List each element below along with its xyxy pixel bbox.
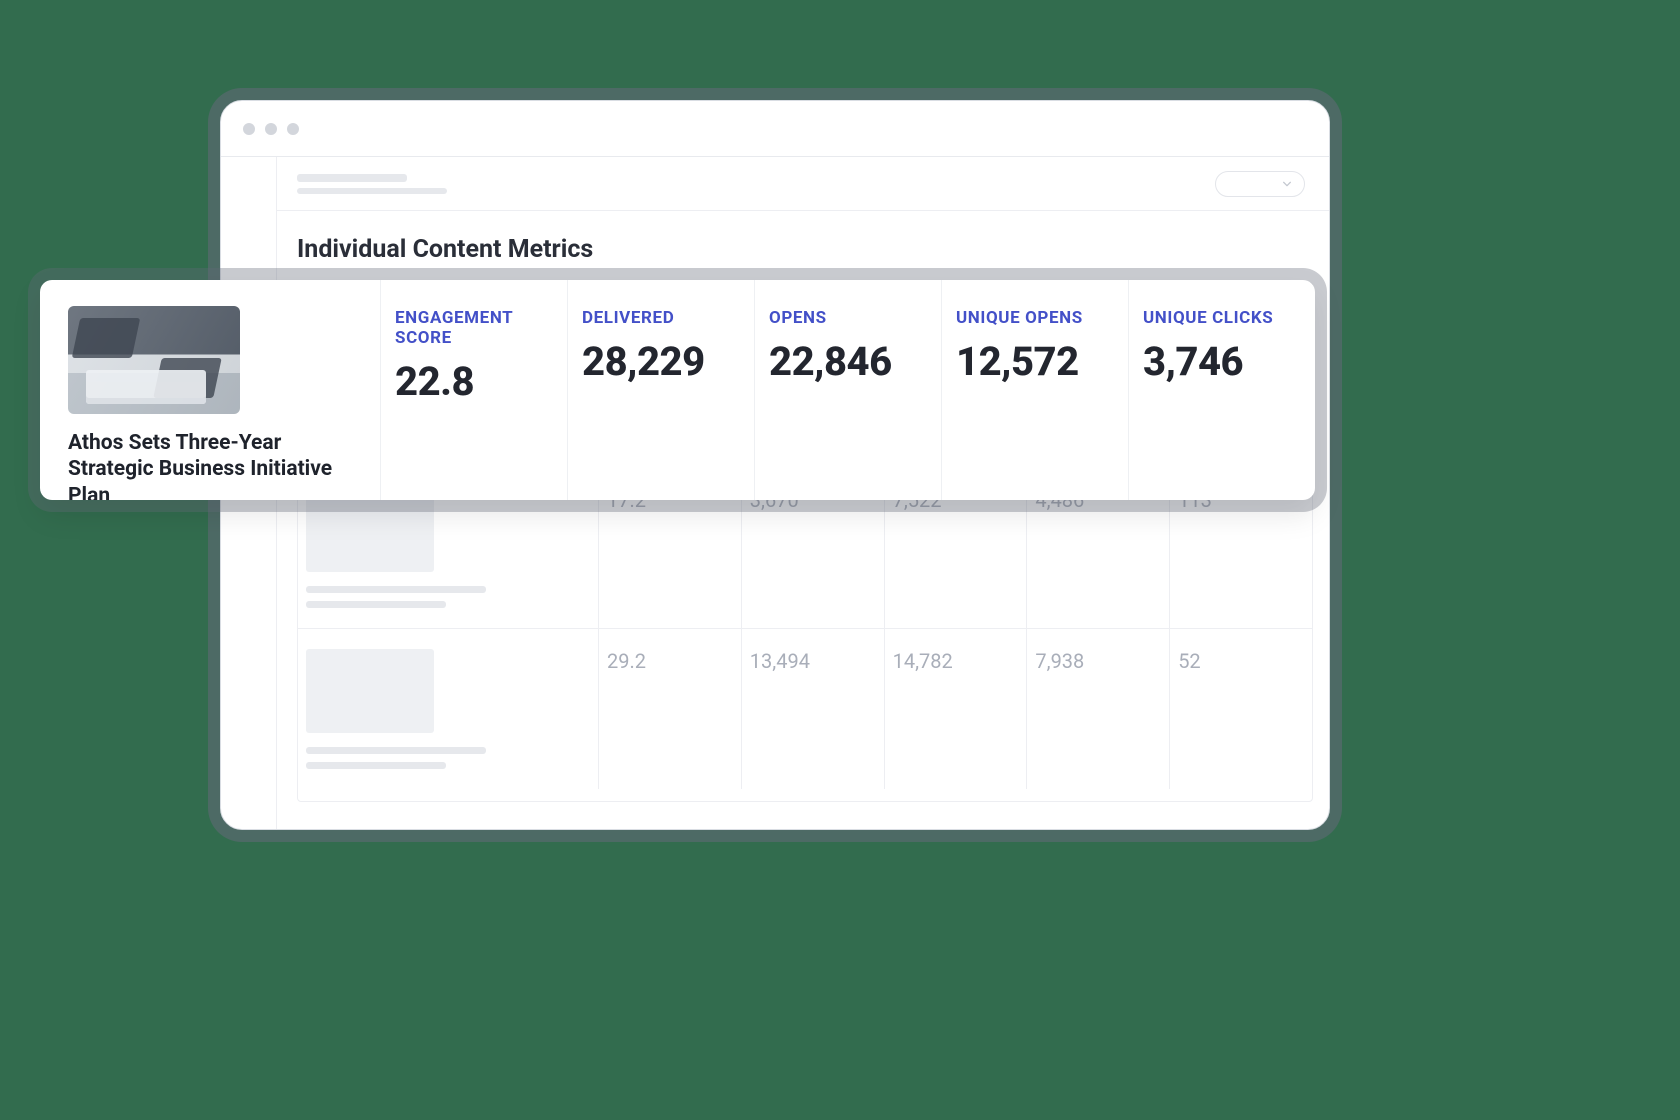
window-dot-icon[interactable] [287,123,299,135]
window-controls [243,123,299,135]
content-title: Athos Sets Three-Year Strategic Business… [68,430,356,500]
cell-unique-clicks: 52 [1169,629,1312,789]
cell-engagement-score: 29.2 [598,629,741,789]
cell-unique-opens: 7,938 [1026,629,1169,789]
content-thumbnail-cell [298,629,598,789]
metric-value: 28,229 [582,338,736,385]
chevron-down-icon [1282,179,1292,189]
metric-delivered: DELIVERED 28,229 [567,280,754,500]
metric-value: 3,746 [1143,338,1297,385]
metric-label: UNIQUE CLICKS [1143,308,1297,328]
metric-value: 22.8 [395,358,549,405]
breadcrumb [297,174,447,194]
skeleton-line [306,762,446,769]
skeleton-line [306,747,486,754]
metric-label: UNIQUE OPENS [956,308,1110,328]
window-dot-icon[interactable] [265,123,277,135]
skeleton-line [306,586,486,593]
cell-delivered: 13,494 [741,629,884,789]
metric-unique-opens: UNIQUE OPENS 12,572 [941,280,1128,500]
metric-opens: OPENS 22,846 [754,280,941,500]
table-row[interactable]: 29.2 13,494 14,782 7,938 52 [298,629,1312,789]
filter-dropdown[interactable] [1215,171,1305,197]
metric-engagement-score: ENGAGEMENT SCORE 22.8 [380,280,567,500]
focus-metrics-card[interactable]: Athos Sets Three-Year Strategic Business… [40,280,1315,500]
metric-value: 22,846 [769,338,923,385]
metric-unique-clicks: UNIQUE CLICKS 3,746 [1128,280,1315,500]
page-title: Individual Content Metrics [277,211,1329,282]
metric-label: ENGAGEMENT SCORE [395,308,549,348]
subheader [277,157,1329,211]
window-dot-icon[interactable] [243,123,255,135]
thumbnail-placeholder [306,649,434,733]
metric-label: DELIVERED [582,308,736,328]
thumbnail-placeholder [306,488,434,572]
metric-label: OPENS [769,308,923,328]
focus-content-cell: Athos Sets Three-Year Strategic Business… [40,280,380,500]
skeleton-line [297,188,447,194]
skeleton-line [297,174,407,182]
content-thumbnail [68,306,240,414]
metric-value: 12,572 [956,338,1110,385]
cell-opens: 14,782 [884,629,1027,789]
skeleton-line [306,601,446,608]
window-titlebar [221,101,1329,157]
